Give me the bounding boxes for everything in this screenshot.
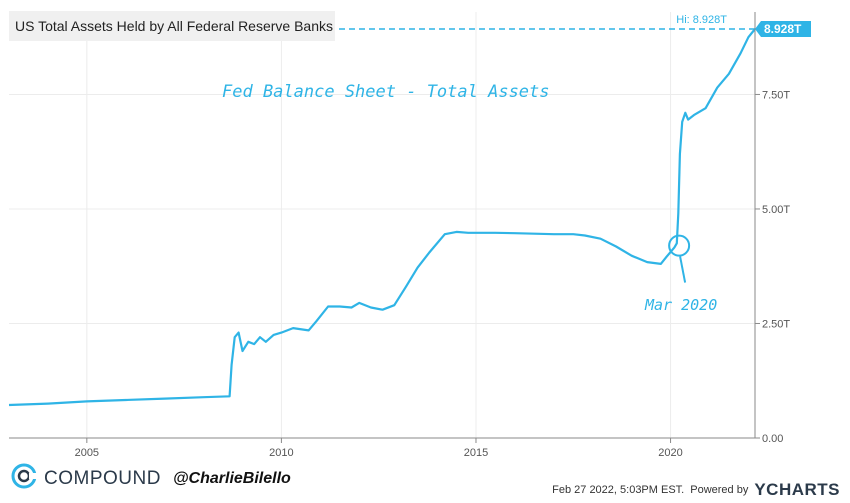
x-tick-label: 2020 [658,447,682,459]
y-tick-label: 7.50T [762,89,790,101]
x-tick-label: 2010 [269,447,293,459]
last-value-text: 8.928T [764,22,802,36]
footer-handle: @CharlieBilello [172,469,291,487]
footer-brand-name: COMPOUND [44,467,161,489]
axes [9,12,756,439]
gridlines [9,12,755,439]
footer-credits: Feb 27 2022, 5:03PM EST. Powered by YCHA… [552,480,840,500]
footer-powered-by: Powered by [690,484,749,496]
chart-annotation-mar-2020: Mar 2020 [645,296,718,314]
y-tick-label: 5.00T [762,204,790,216]
footer-date: Feb 27 2022, 5:03PM EST. [552,484,685,496]
y-tick-label: 0.00 [762,433,783,445]
chart-title-box [9,11,335,41]
series-line [8,28,756,407]
compound-logo-icon [10,462,39,495]
mar-2020-pointer-line [679,256,687,283]
x-axis-ticks: 2005 2010 2015 2020 [75,438,683,459]
mar-2020-highlight-circle [668,234,691,257]
y-axis-ticks: 0.00 2.50T 5.00T 7.50T [755,89,790,445]
x-tick-label: 2005 [75,447,99,459]
y-tick-label: 2.50T [762,318,790,330]
ycharts-logo: YCHARTS [754,480,840,499]
x-tick-label: 2015 [464,447,488,459]
high-label: Hi: 8.928T [676,14,727,26]
chart-annotation-main: Fed Balance Sheet - Total Assets [222,82,550,102]
last-value-tag: 8.928T [755,21,811,38]
chart-title: US Total Assets Held by All Federal Rese… [15,18,334,34]
footer-branding: COMPOUND @CharlieBilello [10,462,291,495]
